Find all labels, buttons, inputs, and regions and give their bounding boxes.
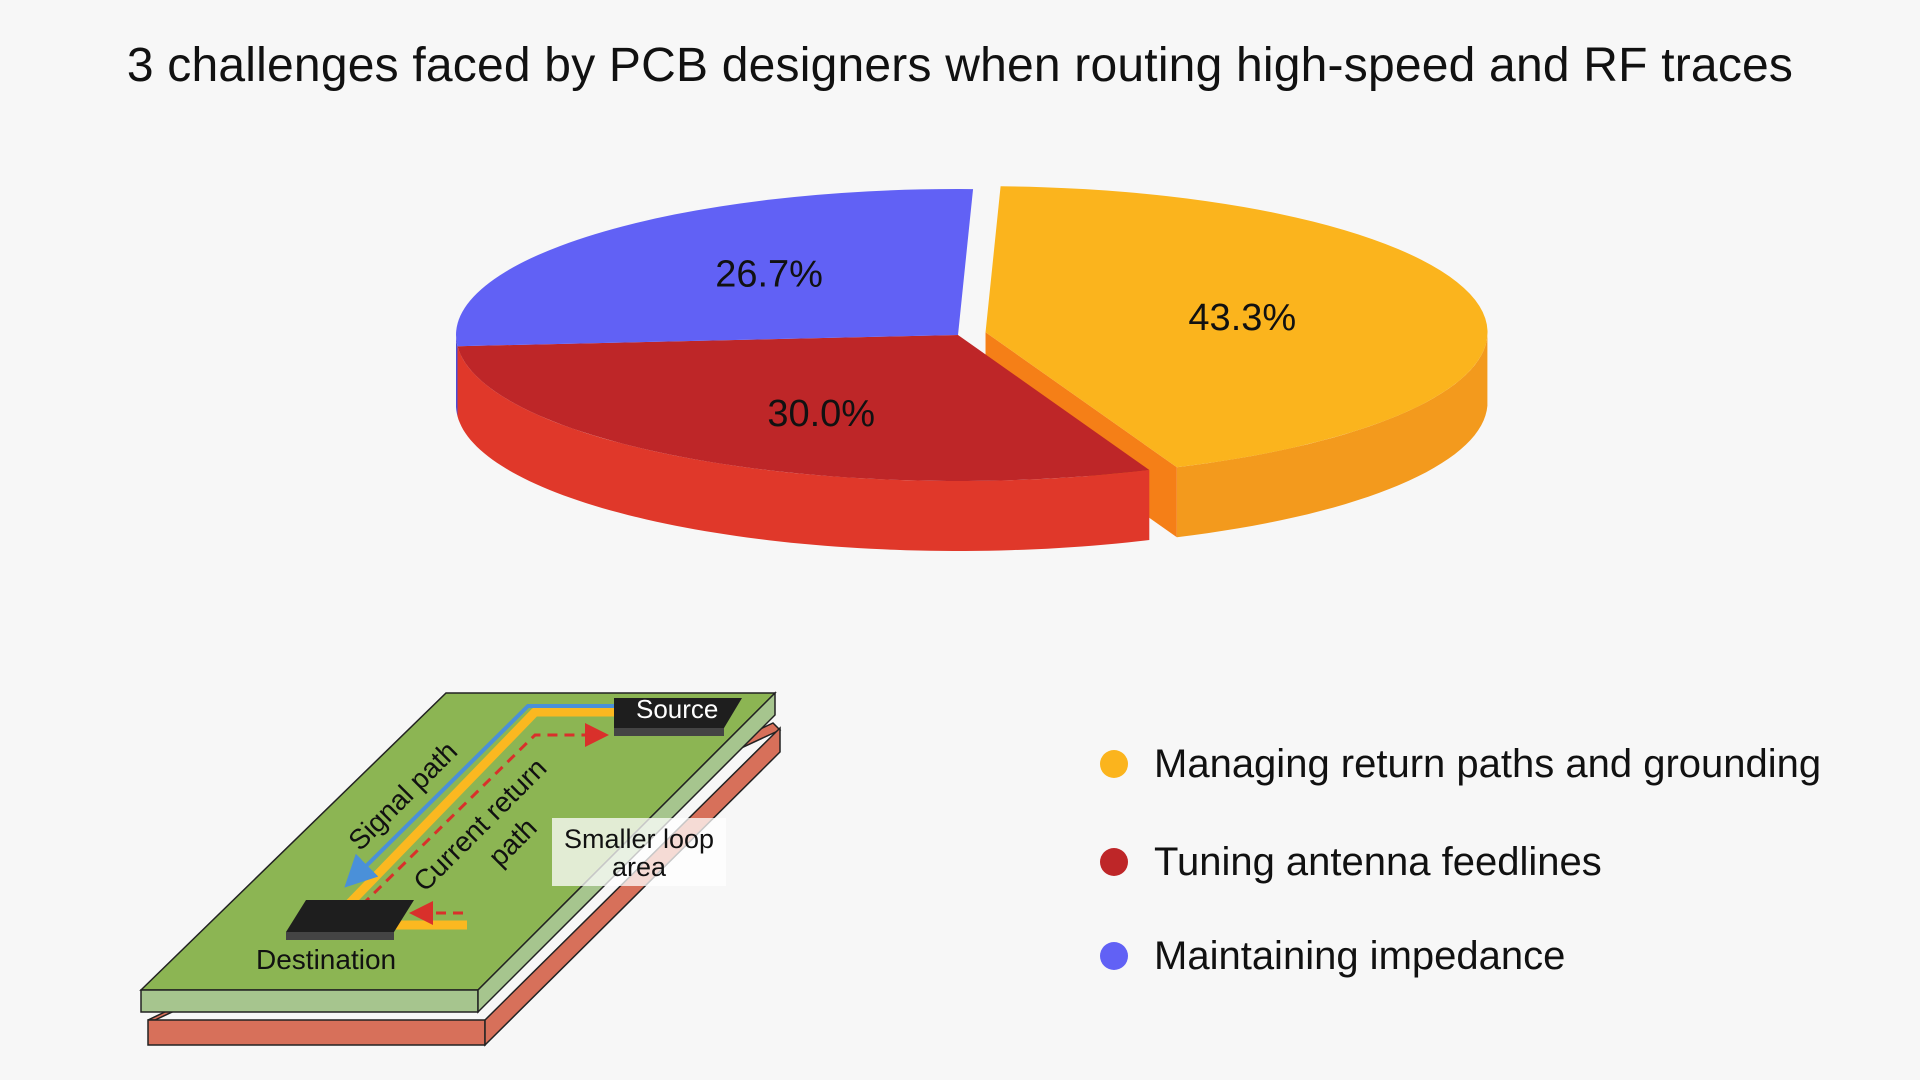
pie-slice xyxy=(457,335,1150,481)
legend-item: Tuning antenna feedlines xyxy=(1100,838,1821,886)
legend: Managing return paths and grounding Tuni… xyxy=(1100,740,1821,1030)
destination-chip-shade xyxy=(286,932,394,940)
source-chip xyxy=(614,698,742,728)
return-path-arrow-upper xyxy=(360,723,609,907)
pie-labels: 43.3% 30.0% 26.7% xyxy=(715,254,1296,436)
pie-tops xyxy=(456,186,1488,481)
signal-path-arrow xyxy=(344,704,615,888)
destination-chip xyxy=(286,900,414,932)
pie-slice xyxy=(985,186,1488,468)
legend-dot xyxy=(1100,848,1128,876)
destination-label: Destination xyxy=(256,944,396,975)
source-label: Source xyxy=(636,694,718,724)
pie-side-wall xyxy=(1176,335,1488,538)
pie-value-label: 43.3% xyxy=(1188,297,1296,339)
legend-item: Maintaining impedance xyxy=(1100,932,1821,980)
legend-dot xyxy=(1100,750,1128,778)
pie-side-wall xyxy=(456,337,458,417)
board-front xyxy=(140,989,479,1013)
pie-slice xyxy=(456,188,974,347)
loop-label-box xyxy=(552,818,726,886)
chart-title: 3 challenges faced by PCB designers when… xyxy=(126,39,1794,92)
legend-item: Managing return paths and grounding xyxy=(1100,740,1821,788)
pie-side-wall xyxy=(457,346,1150,551)
loop-label-line2: area xyxy=(612,852,667,882)
pie-value-label: 26.7% xyxy=(715,254,823,296)
legend-label: Maintaining impedance xyxy=(1154,933,1566,978)
legend-label: Tuning antenna feedlines xyxy=(1154,839,1602,884)
ground-layer-side xyxy=(147,1019,486,1046)
legend-dot xyxy=(1100,942,1128,970)
loop-label-line1: Smaller loop xyxy=(564,824,714,854)
legend-label: Managing return paths and grounding xyxy=(1154,741,1822,786)
pie-value-label: 30.0% xyxy=(767,393,875,435)
source-chip-shade xyxy=(614,728,724,736)
